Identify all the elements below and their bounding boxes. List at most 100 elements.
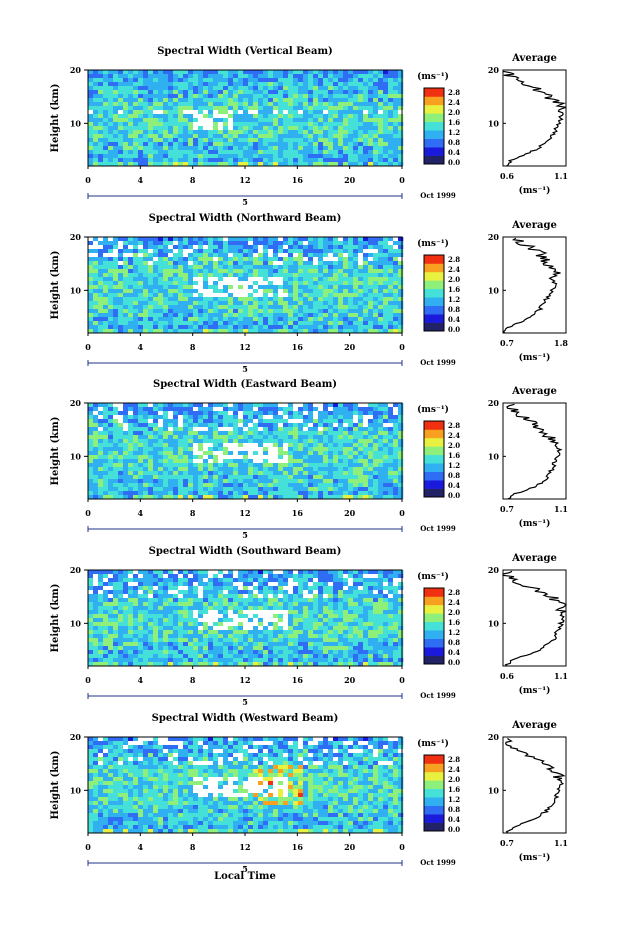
heatmap-cell bbox=[263, 403, 269, 408]
heatmap-cell bbox=[113, 162, 119, 167]
heatmap-cell bbox=[188, 142, 194, 147]
heatmap-cell bbox=[168, 94, 174, 99]
heatmap-cell bbox=[368, 491, 374, 496]
heatmap-cell bbox=[273, 455, 279, 460]
heatmap-cell bbox=[178, 154, 184, 159]
heatmap-cell bbox=[148, 578, 154, 583]
heatmap-cell bbox=[198, 86, 204, 91]
heatmap-cell bbox=[268, 570, 274, 575]
heatmap-cell bbox=[283, 578, 289, 583]
heatmap-cell bbox=[373, 273, 379, 278]
heatmap-cell bbox=[243, 309, 249, 314]
heatmap-cell bbox=[263, 98, 269, 103]
heatmap-cell bbox=[223, 455, 229, 460]
heatmap-cell bbox=[363, 423, 369, 428]
heatmap-cell bbox=[88, 158, 94, 163]
heatmap-cell bbox=[123, 423, 129, 428]
heatmap-cell bbox=[173, 74, 179, 79]
heatmap-cell bbox=[173, 491, 179, 496]
heatmap-cell bbox=[278, 301, 284, 306]
heatmap-cell bbox=[398, 578, 404, 583]
heatmap-cell bbox=[228, 269, 234, 274]
heatmap-cell bbox=[203, 479, 209, 484]
heatmap-cell bbox=[98, 301, 104, 306]
heatmap-cell bbox=[268, 582, 274, 587]
heatmap-cell bbox=[223, 293, 229, 298]
heatmap-cell bbox=[228, 118, 234, 123]
heatmap-cell bbox=[288, 142, 294, 147]
heatmap-cell bbox=[163, 423, 169, 428]
heatmap-cell bbox=[303, 70, 309, 75]
heatmap-cell bbox=[88, 443, 94, 448]
heatmap-cell bbox=[268, 439, 274, 444]
heatmap-cell bbox=[378, 419, 384, 424]
heatmap-cell bbox=[173, 142, 179, 147]
heatmap-cell bbox=[353, 582, 359, 587]
heatmap-cell bbox=[388, 495, 394, 500]
heatmap-cell bbox=[253, 467, 259, 472]
heatmap-cell bbox=[263, 297, 269, 302]
heatmap-cell bbox=[153, 435, 159, 440]
x-tick-label: 4 bbox=[138, 342, 144, 352]
heatmap-cell bbox=[123, 471, 129, 476]
heatmap-cell bbox=[143, 419, 149, 424]
heatmap-cell bbox=[193, 301, 199, 306]
heatmap-cell bbox=[158, 154, 164, 159]
heatmap-cell bbox=[238, 301, 244, 306]
colorbar-segment bbox=[424, 88, 444, 97]
heatmap-cell bbox=[123, 329, 129, 334]
heatmap-cell bbox=[183, 495, 189, 500]
heatmap-cell bbox=[383, 447, 389, 452]
heatmap-cell bbox=[298, 237, 304, 242]
heatmap-cell bbox=[253, 431, 259, 436]
heatmap-cell bbox=[318, 70, 324, 75]
heatmap-cell bbox=[333, 277, 339, 282]
heatmap-cell bbox=[93, 479, 99, 484]
heatmap-cell bbox=[103, 70, 109, 75]
heatmap-cell bbox=[193, 435, 199, 440]
heatmap-cell bbox=[148, 479, 154, 484]
heatmap-cell bbox=[143, 321, 149, 326]
heatmap-cell bbox=[238, 415, 244, 420]
heatmap-cell bbox=[228, 455, 234, 460]
heatmap-cell bbox=[163, 142, 169, 147]
heatmap-cell bbox=[303, 249, 309, 254]
heatmap-cell bbox=[238, 265, 244, 270]
heatmap-cell bbox=[343, 582, 349, 587]
heatmap-cell bbox=[233, 475, 239, 480]
heatmap-cell bbox=[103, 114, 109, 119]
colorbar-frame bbox=[423, 420, 445, 498]
heatmap-cell bbox=[93, 269, 99, 274]
heatmap-cell bbox=[353, 122, 359, 127]
heatmap-cell bbox=[258, 407, 264, 412]
heatmap-cell bbox=[183, 134, 189, 139]
heatmap-cell bbox=[183, 138, 189, 143]
heatmap-cell bbox=[148, 427, 154, 432]
heatmap-cell bbox=[138, 423, 144, 428]
heatmap-cell bbox=[348, 574, 354, 579]
heatmap-cell bbox=[228, 578, 234, 583]
heatmap-cell bbox=[183, 415, 189, 420]
heatmap-cell bbox=[103, 277, 109, 282]
heatmap-cell bbox=[193, 134, 199, 139]
heatmap-cell bbox=[318, 249, 324, 254]
heatmap-cell bbox=[343, 479, 349, 484]
heatmap-cell bbox=[233, 491, 239, 496]
heatmap-cell bbox=[238, 102, 244, 107]
heatmap-cell bbox=[213, 419, 219, 424]
heatmap-cell bbox=[333, 162, 339, 167]
heatmap-cell bbox=[108, 487, 114, 492]
heatmap-cell bbox=[253, 158, 259, 163]
heatmap-cell bbox=[343, 467, 349, 472]
heatmap-cell bbox=[98, 82, 104, 87]
heatmap-cell bbox=[208, 491, 214, 496]
heatmap-cell bbox=[98, 403, 104, 408]
heatmap-cell bbox=[333, 455, 339, 460]
heatmap-cell bbox=[233, 415, 239, 420]
heatmap-cell bbox=[118, 309, 124, 314]
heatmap-cell bbox=[368, 70, 374, 75]
heatmap-cell bbox=[278, 419, 284, 424]
heatmap-cell bbox=[368, 142, 374, 147]
heatmap-cell bbox=[138, 483, 144, 488]
heatmap-cell bbox=[173, 447, 179, 452]
